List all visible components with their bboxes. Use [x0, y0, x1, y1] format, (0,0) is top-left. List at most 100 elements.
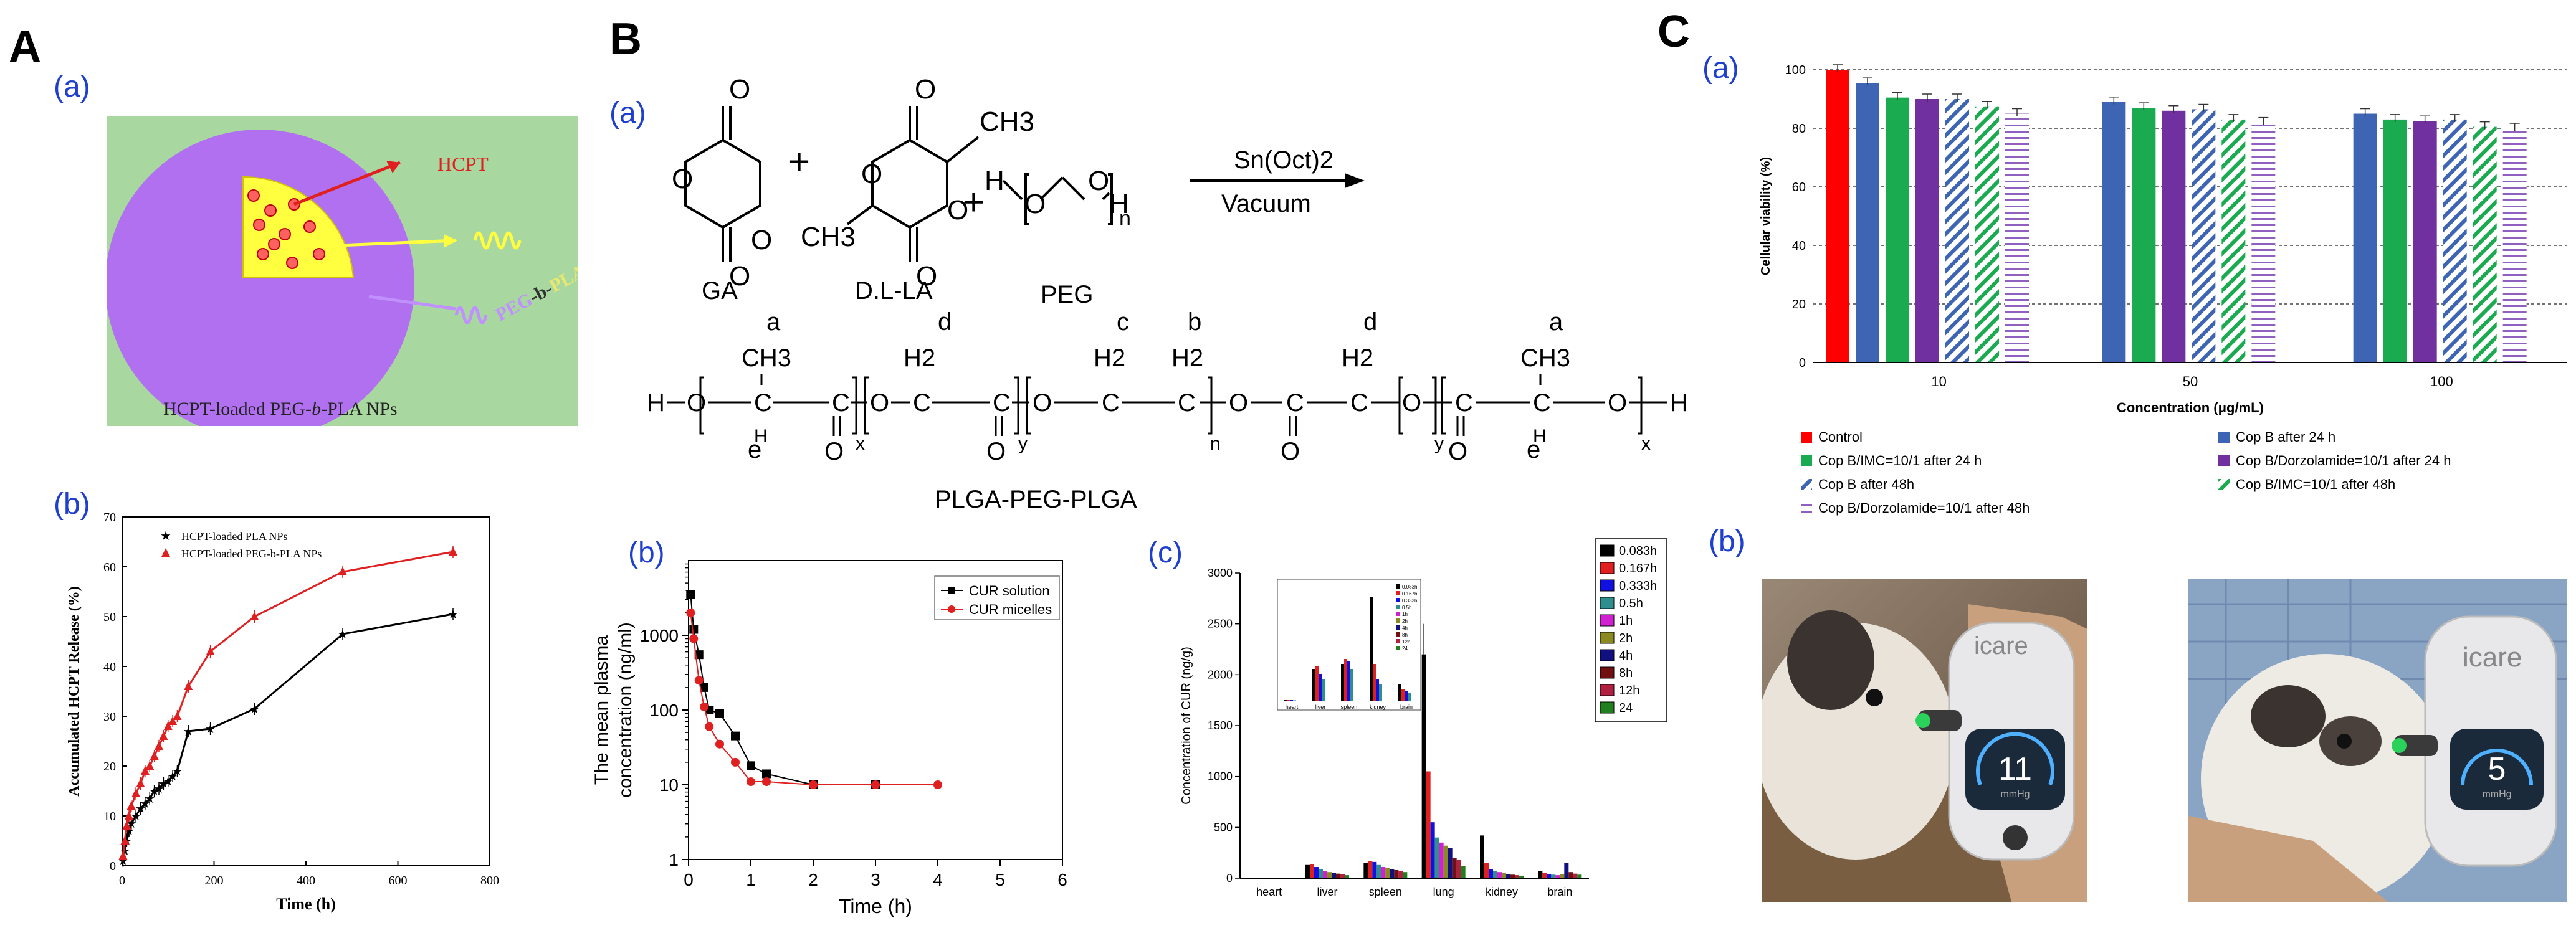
legend-swatch: [1801, 455, 1812, 466]
svg-text:O: O: [824, 438, 844, 465]
data-point: [747, 761, 755, 770]
svg-text:O: O: [1402, 389, 1421, 417]
y-axis-label: Cellular viability (%): [1759, 157, 1773, 275]
x-tick-label: 200: [205, 874, 224, 888]
device-reading-left: 11: [1998, 751, 2032, 787]
svg-text:O: O: [1088, 166, 1109, 196]
bar: [1426, 771, 1431, 878]
bar: [1443, 845, 1448, 878]
data-point: [715, 739, 724, 749]
bar: [2162, 110, 2186, 363]
inset-legend-swatch: [1396, 605, 1400, 609]
data-point: [731, 757, 740, 767]
legend-label: 1h: [1619, 614, 1633, 628]
device-screen-left: [1965, 729, 2065, 810]
panel-letter-a: A: [9, 22, 41, 72]
data-point: [700, 703, 708, 712]
data-point: ★: [144, 792, 155, 806]
data-point: [809, 780, 818, 789]
svg-text:c: c: [1117, 308, 1129, 336]
legend-label: Control: [1818, 429, 1863, 445]
series-line-1: [122, 551, 454, 856]
data-point: ★: [140, 797, 151, 811]
panel-letter-c: C: [1658, 7, 1690, 57]
tonometer-probe: [1918, 710, 1962, 731]
bar: [2102, 102, 2126, 362]
y-tick-label: 20: [1792, 298, 1806, 311]
y-tick-label: 500: [1214, 821, 1233, 833]
svg-text:H2: H2: [904, 344, 935, 372]
bar: [1381, 867, 1386, 878]
data-point: [694, 650, 704, 660]
device-brand-right: icare: [2463, 642, 2522, 673]
x-tick-label: 800: [480, 874, 499, 888]
inset-bar: [1376, 679, 1379, 701]
bar: [1327, 872, 1332, 878]
bar: [1448, 848, 1453, 878]
legend-marker: [161, 548, 170, 557]
bar: [1568, 872, 1573, 878]
svg-text:C: C: [832, 389, 850, 417]
data-point: ★: [149, 785, 160, 798]
inset-bar: [1370, 597, 1373, 701]
legend-label: 12h: [1619, 684, 1639, 698]
svg-text:d: d: [1363, 308, 1377, 336]
y-tick-label: 40: [103, 660, 116, 674]
inset-tick-label: spleen: [1341, 704, 1358, 710]
data-point: [131, 789, 141, 797]
series-line-0: [122, 613, 454, 861]
svg-text:O: O: [915, 74, 936, 105]
svg-text:n: n: [1210, 433, 1221, 454]
data-point: [168, 716, 178, 725]
bar: [1398, 871, 1403, 878]
bar: [2443, 119, 2467, 362]
x-tick-label: 5: [995, 870, 1005, 889]
bar: [1340, 874, 1345, 878]
bar: [1945, 99, 1969, 362]
bar: [1538, 871, 1543, 878]
y-tick-label: 1: [669, 850, 679, 869]
inset-bar: [1350, 669, 1353, 701]
svg-text:H: H: [648, 389, 665, 417]
polymer-arrow-line: [309, 239, 457, 249]
y-tick-label: 0: [1226, 872, 1233, 884]
svg-text:O: O: [1608, 389, 1627, 417]
inset-legend-swatch: [1396, 639, 1400, 643]
x-tick-label: 3: [871, 870, 880, 889]
y-tick-label: 10: [103, 810, 116, 823]
legend-swatch: [2218, 479, 2230, 490]
inset-legend-swatch: [1396, 632, 1400, 637]
bar: [1480, 835, 1484, 878]
panel-letter-b: B: [609, 14, 642, 64]
bar: [2005, 113, 2029, 362]
data-point: [150, 751, 159, 760]
bar: [1542, 873, 1547, 878]
y-tick-label: 30: [103, 710, 116, 724]
bar: [1573, 873, 1578, 878]
svg-text:O: O: [1448, 438, 1467, 465]
y-axis-label: Concentration of CUR (ng/g): [1180, 646, 1193, 804]
catalyst-label: Sn(Oct)2: [1234, 146, 1333, 174]
svg-text:a: a: [766, 308, 781, 336]
inset-legend-label: 1h: [1402, 612, 1408, 617]
svg-text:O: O: [1024, 189, 1046, 219]
bar: [2473, 126, 2497, 362]
y-tick-label: 60: [1792, 181, 1806, 194]
svg-text:CH3: CH3: [1520, 344, 1570, 372]
x-tick-label: spleen: [1369, 886, 1402, 898]
data-point: ★: [130, 810, 141, 823]
data-point: [705, 722, 714, 731]
legend-label: Cop B after 48h: [1818, 476, 1914, 492]
data-point: [686, 590, 695, 599]
data-point: ★: [153, 782, 165, 796]
bar: [1394, 869, 1399, 878]
x-tick-label: 4: [933, 870, 943, 889]
data-point: [145, 761, 155, 770]
y-tick-label: 100: [649, 701, 679, 720]
monomer-la-label: D.L-LA: [855, 277, 933, 305]
reaction-arrow-head: [1345, 173, 1365, 188]
data-point: [126, 801, 136, 810]
data-point: [163, 721, 173, 730]
bar: [1515, 875, 1519, 878]
bar: [1975, 106, 1999, 362]
